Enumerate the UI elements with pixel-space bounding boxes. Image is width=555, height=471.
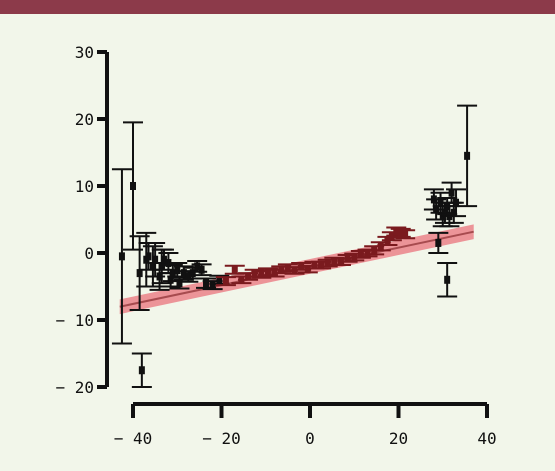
x-tick-label: − 20 bbox=[202, 429, 241, 448]
point-marker bbox=[393, 227, 400, 236]
axes-layer: − 20 − 10 0 10 20 30 − 40 − 20 0 20 40 bbox=[55, 43, 496, 448]
data-point bbox=[437, 262, 458, 298]
data-point bbox=[123, 121, 143, 251]
point-marker bbox=[464, 151, 471, 160]
y-tick-label: 20 bbox=[75, 110, 94, 129]
point-marker bbox=[169, 269, 176, 278]
point-marker bbox=[344, 254, 351, 263]
x-tick-label: 40 bbox=[477, 429, 496, 448]
point-marker bbox=[203, 279, 210, 288]
point-marker bbox=[311, 261, 318, 270]
y-tick-label: − 10 bbox=[55, 311, 94, 330]
point-marker bbox=[364, 249, 371, 257]
point-marker bbox=[222, 277, 229, 286]
point-marker bbox=[357, 250, 364, 259]
point-marker bbox=[453, 198, 460, 207]
data-point bbox=[446, 188, 467, 218]
y-tick-label: 0 bbox=[84, 244, 94, 263]
x-tick-label: − 40 bbox=[114, 429, 153, 448]
y-tick-label: − 20 bbox=[55, 378, 94, 397]
point-marker bbox=[444, 275, 451, 284]
point-marker bbox=[441, 208, 448, 217]
point-marker bbox=[118, 252, 125, 261]
data-point bbox=[457, 104, 478, 208]
point-marker bbox=[264, 267, 271, 276]
point-marker bbox=[216, 275, 223, 284]
point-marker bbox=[189, 269, 196, 278]
point-marker bbox=[402, 230, 409, 239]
data-point bbox=[167, 262, 188, 278]
point-marker bbox=[331, 257, 338, 266]
point-marker bbox=[278, 265, 285, 274]
point-marker bbox=[152, 255, 159, 264]
data-point bbox=[111, 168, 132, 345]
point-marker bbox=[160, 255, 167, 264]
point-marker bbox=[397, 228, 404, 237]
point-marker bbox=[185, 272, 192, 281]
point-marker bbox=[194, 262, 201, 271]
point-marker bbox=[130, 182, 136, 190]
x-tick-label: 20 bbox=[389, 429, 408, 448]
point-marker bbox=[251, 269, 258, 278]
point-marker bbox=[435, 238, 442, 247]
point-marker bbox=[138, 366, 145, 375]
point-marker bbox=[149, 262, 156, 271]
point-marker bbox=[377, 242, 384, 251]
point-marker bbox=[136, 269, 143, 278]
point-marker bbox=[145, 252, 152, 261]
point-marker bbox=[318, 261, 325, 270]
y-tick-label: 10 bbox=[75, 177, 94, 196]
data-point bbox=[191, 263, 212, 277]
point-marker bbox=[158, 262, 165, 271]
point-marker bbox=[231, 265, 238, 274]
point-marker bbox=[198, 265, 205, 274]
y-tick-label: 30 bbox=[75, 43, 94, 62]
point-marker bbox=[324, 259, 331, 268]
top-accent-bar bbox=[0, 0, 555, 14]
x-tick-label: 0 bbox=[305, 429, 315, 448]
point-marker bbox=[450, 208, 457, 217]
point-marker bbox=[176, 279, 183, 288]
point-marker bbox=[180, 269, 187, 278]
point-marker bbox=[156, 272, 163, 281]
data-point bbox=[395, 229, 416, 240]
points-layer bbox=[111, 104, 478, 388]
data-point bbox=[428, 231, 449, 254]
point-marker bbox=[209, 281, 216, 290]
point-marker bbox=[174, 265, 181, 274]
point-marker bbox=[433, 205, 440, 214]
point-marker bbox=[167, 275, 174, 284]
data-point bbox=[131, 352, 152, 388]
point-marker bbox=[448, 188, 455, 197]
